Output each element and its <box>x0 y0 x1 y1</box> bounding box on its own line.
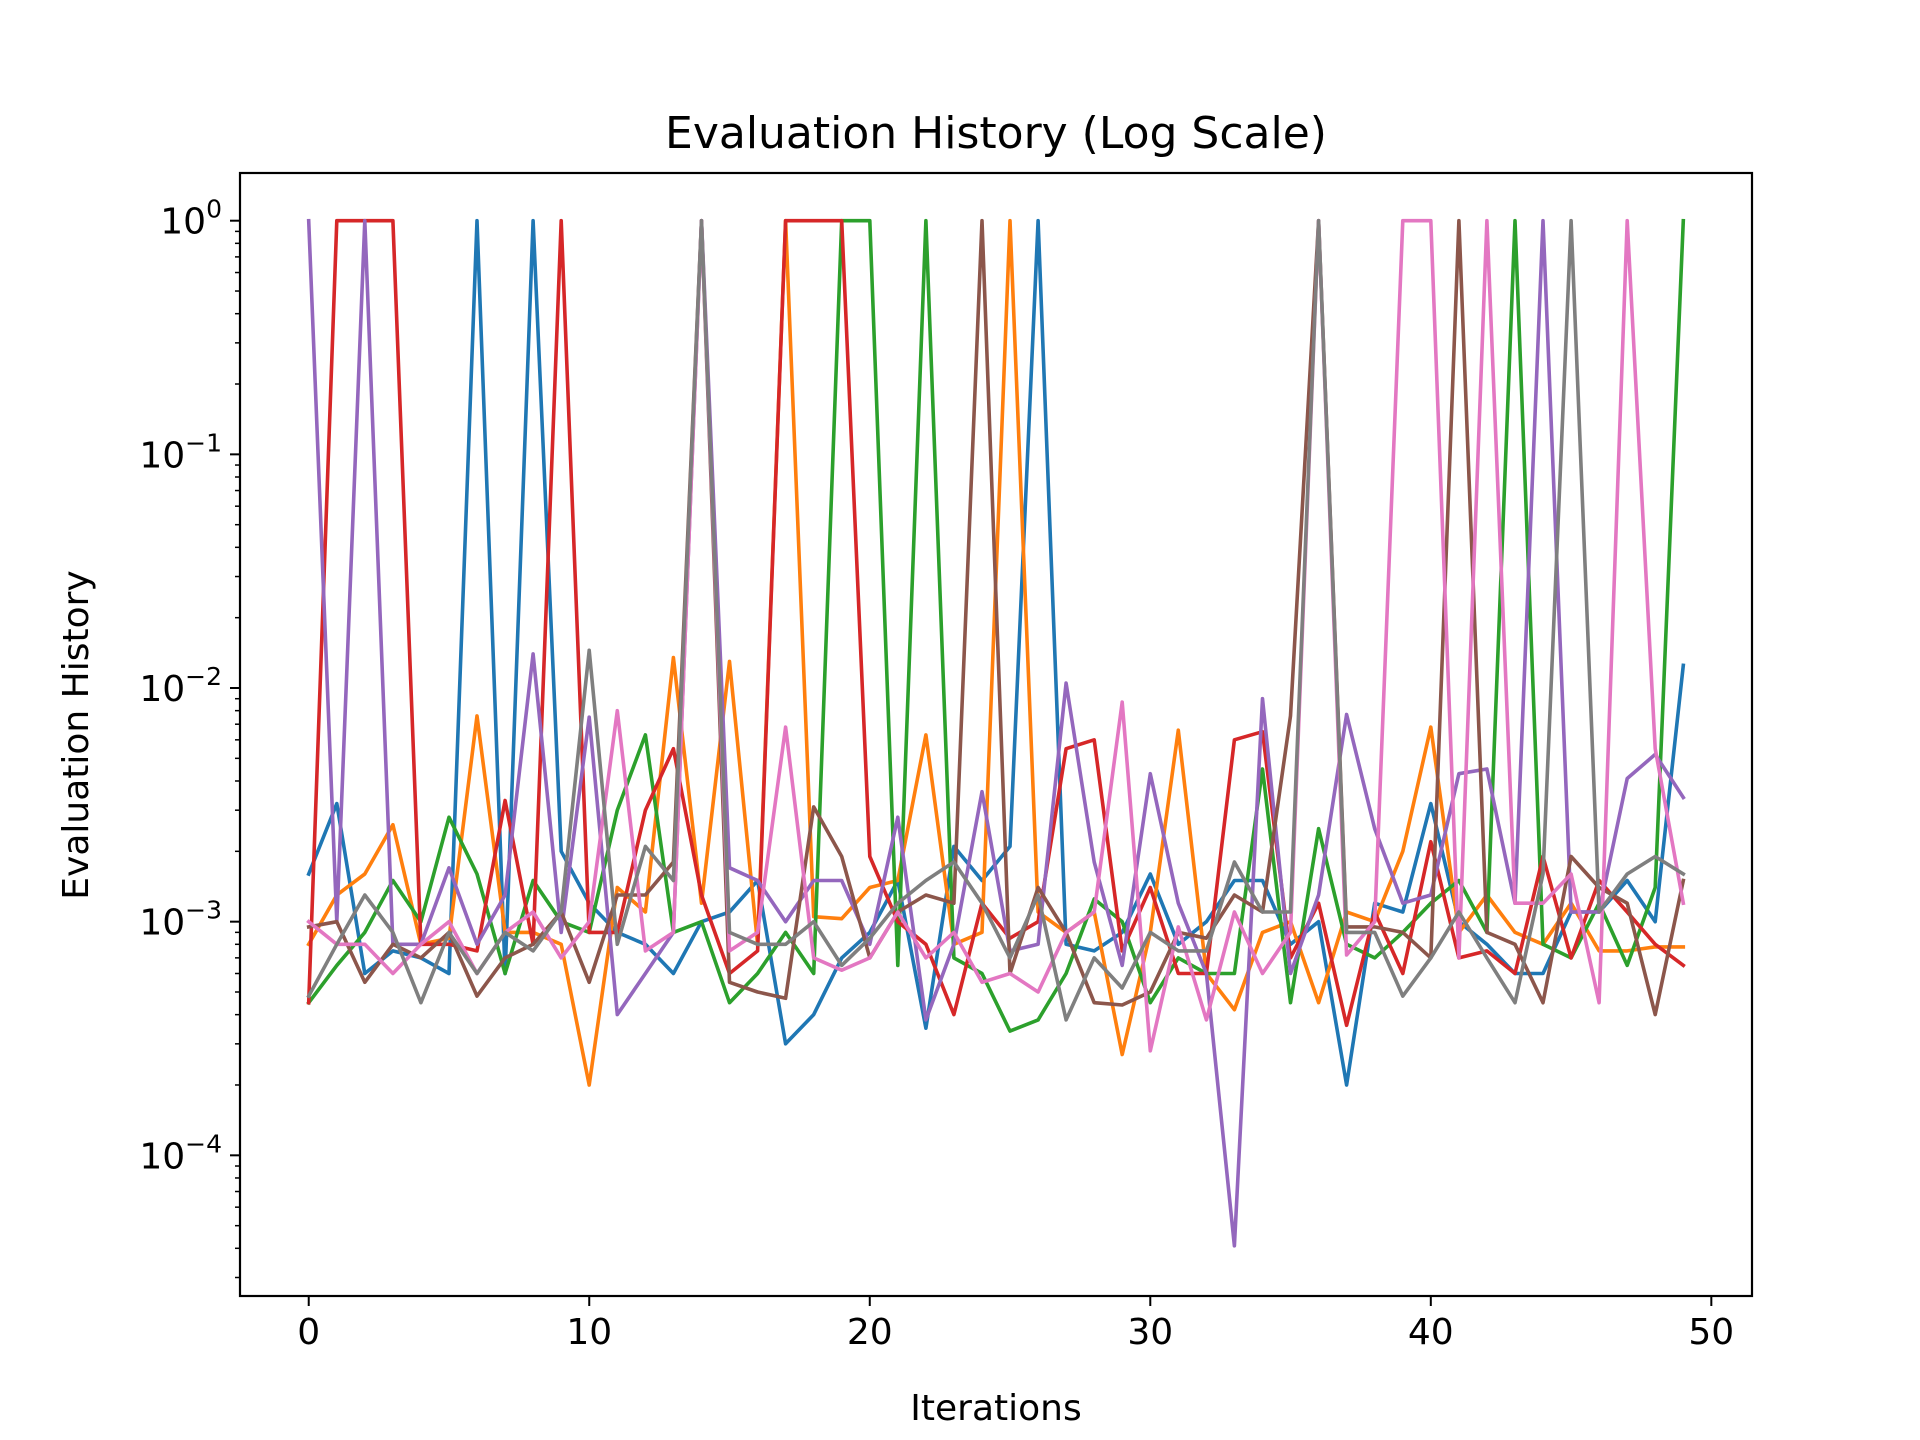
x-tick-label: 20 <box>847 1312 893 1353</box>
series-line-7 <box>306 218 1686 1053</box>
y-axis-label: Evaluation History <box>56 570 97 899</box>
series-line-6 <box>306 218 1686 1017</box>
y-tick-label: 10−2 <box>139 662 222 710</box>
x-tick-label: 30 <box>1127 1312 1173 1353</box>
x-tick-label: 10 <box>566 1312 612 1353</box>
series-line-3 <box>306 218 1686 1033</box>
series-line-8 <box>306 218 1686 1022</box>
y-tick-label: 10−4 <box>139 1129 222 1177</box>
x-axis-label: Iterations <box>910 1388 1081 1429</box>
x-axis-ticks: 0 10 20 30 40 50 <box>297 1296 1734 1353</box>
x-tick-label: 40 <box>1408 1312 1454 1353</box>
plot-frame <box>238 171 1754 1298</box>
x-tick-label: 0 <box>297 1312 320 1353</box>
x-tick-label: 50 <box>1688 1312 1734 1353</box>
y-tick-label: 10−3 <box>139 896 222 944</box>
y-tick-label: 100 <box>160 195 222 243</box>
y-tick-label: 10−1 <box>139 428 222 476</box>
series-line-4 <box>306 218 1686 1028</box>
series-layer <box>306 218 1686 1248</box>
chart-title: Evaluation History (Log Scale) <box>665 108 1327 159</box>
y-axis-ticks: 100 10−1 10−2 10−3 10−4 <box>139 195 240 1279</box>
